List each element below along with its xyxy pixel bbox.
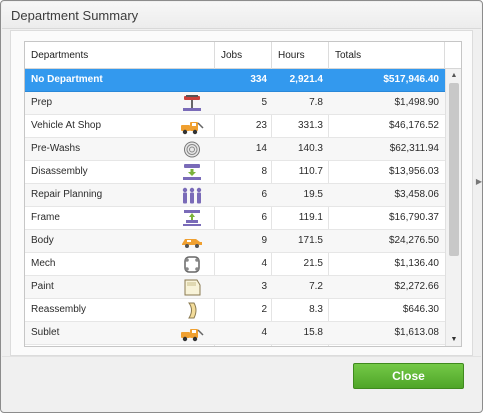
jobs-value: 14 <box>255 143 267 154</box>
department-name: Reassembly <box>31 304 87 315</box>
table-row[interactable]: Prep 5 7.8 $1,498.90 <box>25 92 445 115</box>
jobs-value: 6 <box>261 189 267 200</box>
hours-value: 119.1 <box>298 212 323 223</box>
department-grid: Departments Jobs Hours Totals No Departm… <box>24 41 462 347</box>
total-value: $3,458.06 <box>394 189 440 200</box>
hours-value: 19.5 <box>303 189 323 200</box>
dialog-title: Department Summary <box>11 8 139 23</box>
scroll-up-icon[interactable]: ▲ <box>450 72 458 79</box>
table-row[interactable]: Sublet 4 15.8 $1,613.08 <box>25 322 445 345</box>
table-row[interactable]: No Department 334 2,921.4 $517,946.40 <box>25 69 445 92</box>
department-name: Prep <box>31 97 53 108</box>
department-name: No Department <box>31 74 103 85</box>
department-name: Pre-Washs <box>31 143 81 154</box>
hours-value: 7.8 <box>309 97 323 108</box>
total-value: $13,956.03 <box>388 166 439 177</box>
jobs-value: 2 <box>261 304 267 315</box>
hours-value: 21.5 <box>303 258 323 269</box>
hours-value: 140.3 <box>297 143 323 154</box>
grid-header: Departments Jobs Hours Totals <box>25 42 461 69</box>
table-row[interactable]: Repair Planning 6 19.5 $3,458.06 <box>25 184 445 207</box>
department-name: Repair Planning <box>31 189 103 200</box>
hours-value: 7.2 <box>309 281 323 292</box>
table-row[interactable]: Mech 4 21.5 $1,136.40 <box>25 253 445 276</box>
table-row[interactable]: Disassembly 8 110.7 $13,956.03 <box>25 161 445 184</box>
team-people-icon <box>180 187 204 204</box>
chassis-icon <box>180 256 204 273</box>
frame-lift-icon <box>180 210 204 227</box>
total-value: $1,136.40 <box>394 258 440 269</box>
wash-brush-icon <box>180 141 204 158</box>
title-bar[interactable]: Department Summary <box>2 2 481 29</box>
department-name: Body <box>31 235 54 246</box>
department-name: Vehicle At Shop <box>31 120 102 131</box>
column-header-hours[interactable]: Hours <box>272 42 329 69</box>
total-value: $517,946.40 <box>383 74 439 85</box>
car-lift-down-icon <box>180 164 204 181</box>
department-name: Frame <box>31 212 60 223</box>
hours-value: 331.3 <box>297 120 323 131</box>
scroll-down-icon[interactable]: ▼ <box>450 336 458 343</box>
jobs-value: 4 <box>261 258 267 269</box>
footer-divider <box>2 356 481 357</box>
jobs-value: 8 <box>261 166 267 177</box>
column-header-totals[interactable]: Totals <box>329 42 445 69</box>
department-name: Disassembly <box>31 166 88 177</box>
column-header-departments[interactable]: Departments <box>25 42 215 69</box>
scrollbar-thumb[interactable] <box>449 83 459 256</box>
table-row[interactable]: Vehicle At Shop 23 331.3 $46,176.52 <box>25 115 445 138</box>
jobs-value: 23 <box>255 120 267 131</box>
total-value: $24,276.50 <box>388 235 439 246</box>
tow-truck-icon <box>180 325 204 342</box>
total-value: $1,498.90 <box>394 97 440 108</box>
car-panel-icon <box>180 302 204 319</box>
close-button[interactable]: Close <box>353 363 464 389</box>
hours-value: 8.3 <box>309 304 323 315</box>
hours-value: 2,921.4 <box>289 74 323 85</box>
hours-value: 15.8 <box>303 327 323 338</box>
grid-rows: No Department 334 2,921.4 $517,946.40 Prep 5 7… <box>25 69 445 345</box>
resize-arrow-icon: ▶ <box>475 177 482 186</box>
jobs-value: 6 <box>261 212 267 223</box>
jobs-value: 4 <box>261 327 267 338</box>
car-lift-icon <box>180 95 204 112</box>
jobs-value: 334 <box>250 74 267 85</box>
department-name: Mech <box>31 258 56 269</box>
table-row[interactable]: Frame 6 119.1 $16,790.37 <box>25 207 445 230</box>
tow-truck-icon <box>180 118 204 135</box>
total-value: $62,311.94 <box>389 143 439 154</box>
total-value: $646.30 <box>402 304 439 315</box>
department-name: Paint <box>31 281 54 292</box>
table-row[interactable]: Pre-Washs 14 140.3 $62,311.94 <box>25 138 445 161</box>
column-header-jobs[interactable]: Jobs <box>215 42 272 69</box>
total-value: $46,176.52 <box>388 120 439 131</box>
table-row[interactable]: Paint 3 7.2 $2,272.66 <box>25 276 445 299</box>
car-door-icon <box>180 279 204 296</box>
jobs-value: 9 <box>261 235 267 246</box>
car-body-icon <box>180 233 204 250</box>
total-value: $2,272.66 <box>394 281 440 292</box>
department-name: Sublet <box>31 327 60 338</box>
jobs-value: 5 <box>261 97 267 108</box>
vertical-scrollbar[interactable]: ▲ ▼ <box>445 69 461 346</box>
hours-value: 171.5 <box>297 235 323 246</box>
hours-value: 110.7 <box>298 166 323 177</box>
table-row[interactable]: Body 9 171.5 $24,276.50 <box>25 230 445 253</box>
total-value: $1,613.08 <box>394 327 440 338</box>
table-row[interactable]: Reassembly 2 8.3 $646.30 <box>25 299 445 322</box>
jobs-value: 3 <box>261 281 267 292</box>
total-value: $16,790.37 <box>388 212 439 223</box>
